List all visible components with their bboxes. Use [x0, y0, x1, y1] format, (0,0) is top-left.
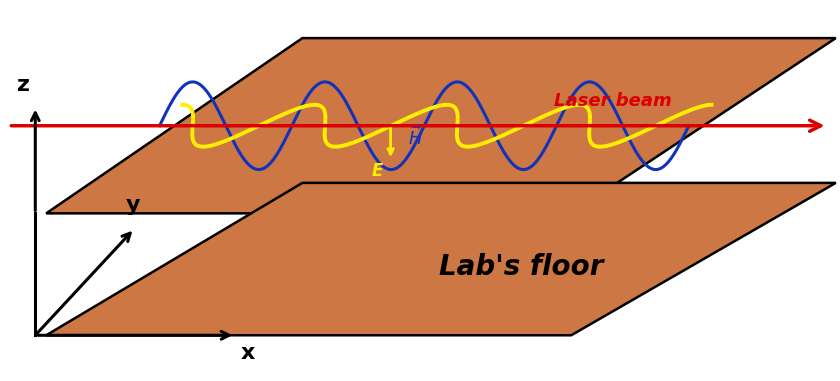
Text: z: z	[17, 75, 30, 95]
Text: $\vec{H}$: $\vec{H}$	[408, 126, 423, 149]
Text: x: x	[240, 343, 255, 363]
Text: y: y	[125, 195, 140, 215]
Text: Lab's floor: Lab's floor	[438, 253, 603, 281]
Polygon shape	[46, 38, 836, 213]
Polygon shape	[46, 183, 836, 335]
Text: Laser beam: Laser beam	[554, 92, 672, 110]
Text: E: E	[371, 162, 383, 180]
